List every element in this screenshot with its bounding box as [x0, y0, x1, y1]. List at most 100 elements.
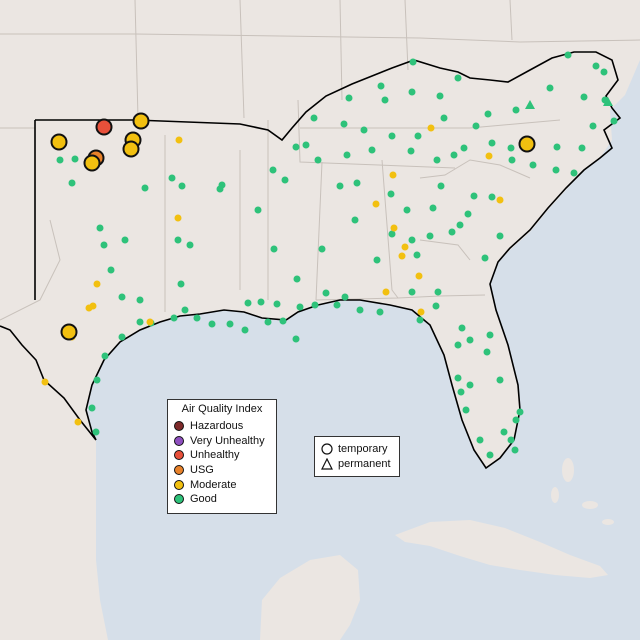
moderate-large-site-marker[interactable]	[83, 154, 101, 172]
moderate-site-marker[interactable]	[175, 136, 183, 144]
moderate-site-marker[interactable]	[415, 272, 423, 280]
good-site-marker[interactable]	[507, 144, 515, 152]
moderate-site-marker[interactable]	[390, 224, 398, 232]
good-site-marker[interactable]	[336, 182, 344, 190]
good-site-marker[interactable]	[318, 245, 326, 253]
good-site-marker[interactable]	[484, 110, 492, 118]
good-site-marker[interactable]	[408, 236, 416, 244]
good-site-marker[interactable]	[181, 306, 189, 314]
good-site-marker[interactable]	[279, 317, 287, 325]
good-site-marker[interactable]	[546, 84, 554, 92]
moderate-site-marker[interactable]	[401, 243, 409, 251]
good-site-marker[interactable]	[529, 161, 537, 169]
good-site-marker[interactable]	[580, 93, 588, 101]
good-site-marker[interactable]	[408, 288, 416, 296]
good-site-marker[interactable]	[508, 156, 516, 164]
good-site-marker[interactable]	[136, 318, 144, 326]
permanent-site-marker[interactable]	[525, 100, 535, 109]
good-site-marker[interactable]	[448, 228, 456, 236]
good-site-marker[interactable]	[570, 169, 578, 177]
good-site-marker[interactable]	[589, 122, 597, 130]
good-site-marker[interactable]	[93, 376, 101, 384]
good-site-marker[interactable]	[174, 236, 182, 244]
good-site-marker[interactable]	[68, 179, 76, 187]
good-site-marker[interactable]	[100, 241, 108, 249]
moderate-site-marker[interactable]	[146, 318, 154, 326]
good-site-marker[interactable]	[241, 326, 249, 334]
good-site-marker[interactable]	[460, 144, 468, 152]
good-site-marker[interactable]	[311, 301, 319, 309]
good-site-marker[interactable]	[413, 251, 421, 259]
good-site-marker[interactable]	[270, 245, 278, 253]
good-site-marker[interactable]	[273, 300, 281, 308]
good-site-marker[interactable]	[488, 193, 496, 201]
good-site-marker[interactable]	[434, 288, 442, 296]
good-site-marker[interactable]	[381, 96, 389, 104]
good-site-marker[interactable]	[483, 348, 491, 356]
good-site-marker[interactable]	[377, 82, 385, 90]
good-site-marker[interactable]	[254, 206, 262, 214]
good-site-marker[interactable]	[564, 51, 572, 59]
good-site-marker[interactable]	[314, 156, 322, 164]
good-site-marker[interactable]	[292, 335, 300, 343]
moderate-site-marker[interactable]	[382, 288, 390, 296]
good-site-marker[interactable]	[302, 141, 310, 149]
moderate-site-marker[interactable]	[427, 124, 435, 132]
good-site-marker[interactable]	[92, 428, 100, 436]
good-site-marker[interactable]	[388, 230, 396, 238]
good-site-marker[interactable]	[416, 316, 424, 324]
good-site-marker[interactable]	[368, 146, 376, 154]
good-site-marker[interactable]	[436, 92, 444, 100]
good-site-marker[interactable]	[507, 436, 515, 444]
good-site-marker[interactable]	[454, 374, 462, 382]
moderate-site-marker[interactable]	[485, 152, 493, 160]
good-site-marker[interactable]	[496, 376, 504, 384]
good-site-marker[interactable]	[136, 296, 144, 304]
good-site-marker[interactable]	[218, 181, 226, 189]
moderate-large-site-marker[interactable]	[122, 140, 140, 158]
good-site-marker[interactable]	[488, 139, 496, 147]
good-site-marker[interactable]	[360, 126, 368, 134]
good-site-marker[interactable]	[466, 381, 474, 389]
good-site-marker[interactable]	[409, 58, 417, 66]
good-site-marker[interactable]	[437, 182, 445, 190]
moderate-site-marker[interactable]	[389, 171, 397, 179]
good-site-marker[interactable]	[387, 190, 395, 198]
moderate-site-marker[interactable]	[496, 196, 504, 204]
good-site-marker[interactable]	[353, 179, 361, 187]
good-site-marker[interactable]	[264, 318, 272, 326]
good-site-marker[interactable]	[454, 74, 462, 82]
good-site-marker[interactable]	[456, 221, 464, 229]
moderate-site-marker[interactable]	[174, 214, 182, 222]
good-site-marker[interactable]	[101, 352, 109, 360]
good-site-marker[interactable]	[333, 301, 341, 309]
good-site-marker[interactable]	[414, 132, 422, 140]
good-site-marker[interactable]	[450, 151, 458, 159]
good-site-marker[interactable]	[486, 331, 494, 339]
good-site-marker[interactable]	[462, 406, 470, 414]
moderate-site-marker[interactable]	[93, 280, 101, 288]
good-site-marker[interactable]	[178, 182, 186, 190]
unhealthy-large-site-marker[interactable]	[95, 118, 113, 136]
good-site-marker[interactable]	[388, 132, 396, 140]
good-site-marker[interactable]	[440, 114, 448, 122]
moderate-large-site-marker[interactable]	[518, 135, 536, 153]
moderate-site-marker[interactable]	[398, 252, 406, 260]
good-site-marker[interactable]	[511, 446, 519, 454]
good-site-marker[interactable]	[553, 143, 561, 151]
good-site-marker[interactable]	[340, 120, 348, 128]
good-site-marker[interactable]	[592, 62, 600, 70]
moderate-large-site-marker[interactable]	[60, 323, 78, 341]
good-site-marker[interactable]	[472, 122, 480, 130]
moderate-large-site-marker[interactable]	[132, 112, 150, 130]
good-site-marker[interactable]	[356, 306, 364, 314]
good-site-marker[interactable]	[193, 314, 201, 322]
good-site-marker[interactable]	[322, 289, 330, 297]
good-site-marker[interactable]	[186, 241, 194, 249]
good-site-marker[interactable]	[96, 224, 104, 232]
good-site-marker[interactable]	[516, 408, 524, 416]
good-site-marker[interactable]	[433, 156, 441, 164]
good-site-marker[interactable]	[481, 254, 489, 262]
good-site-marker[interactable]	[345, 94, 353, 102]
